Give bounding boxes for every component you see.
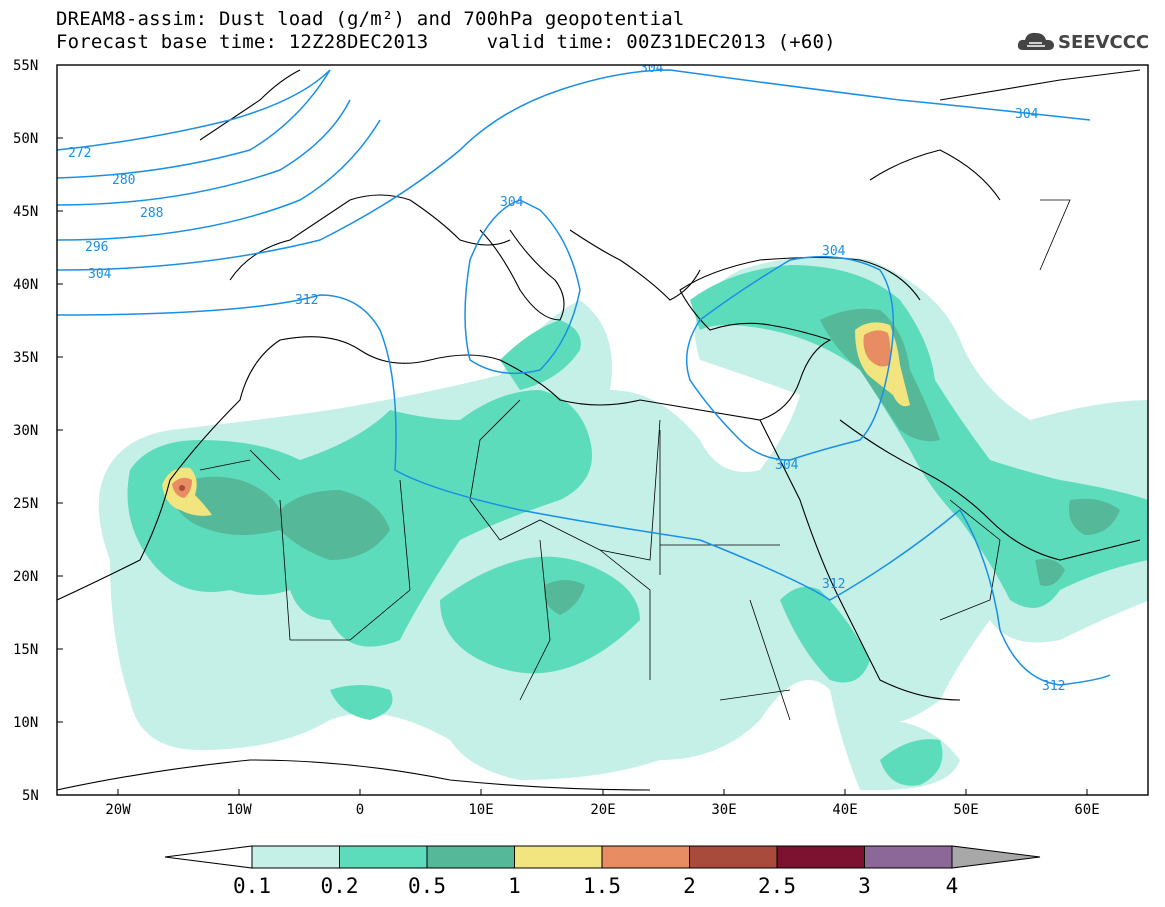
lat-label: 25N bbox=[13, 496, 38, 512]
contour-label-304: 304 bbox=[822, 244, 846, 259]
lat-label: 40N bbox=[13, 277, 38, 293]
colorbar-tick-label: 1.5 bbox=[583, 874, 621, 898]
colorbar-segment bbox=[426, 845, 515, 869]
coastlines bbox=[57, 69, 1141, 791]
lon-label: 50E bbox=[953, 802, 978, 818]
map-subtitle: Forecast base time: 12Z28DEC2013 valid t… bbox=[56, 31, 836, 53]
contour-label-312: 312 bbox=[295, 293, 318, 308]
lat-label: 30N bbox=[13, 423, 38, 439]
contour-label-312: 312 bbox=[822, 577, 845, 592]
contour-label-304: 304 bbox=[640, 61, 664, 76]
colorbar-segment bbox=[776, 845, 865, 869]
colorbar-segment bbox=[864, 845, 953, 869]
country-borders bbox=[199, 199, 1071, 721]
geopotential-contours bbox=[57, 69, 1111, 686]
colorbar-right-arrow bbox=[951, 845, 1041, 869]
colorbar-tick-label: 4 bbox=[946, 874, 959, 898]
colorbar-tick-label: 3 bbox=[858, 874, 871, 898]
contour-label-296: 296 bbox=[85, 240, 108, 255]
lat-label: 55N bbox=[13, 58, 38, 74]
lat-labels: 55N 50N 45N 40N 35N 30N 25N 20N 15N 10N … bbox=[13, 58, 39, 804]
lon-label: 20W bbox=[105, 802, 131, 818]
contour-label-312: 312 bbox=[1042, 679, 1065, 694]
colorbar-tick-label: 1 bbox=[508, 874, 521, 898]
lon-label: 0 bbox=[356, 802, 364, 818]
lat-label: 45N bbox=[13, 204, 38, 220]
logo-text: SEEVCCC bbox=[1058, 32, 1149, 53]
seevccc-logo: SEEVCCC bbox=[1017, 32, 1149, 53]
lat-label: 35N bbox=[13, 350, 38, 366]
contour-label-280: 280 bbox=[112, 173, 135, 188]
lat-label: 15N bbox=[13, 642, 38, 658]
lon-axis bbox=[117, 789, 1088, 795]
colorbar-tick-label: 0.5 bbox=[408, 874, 446, 898]
map-plot: 272 280 288 296 304 312 304 304 304 304 … bbox=[57, 61, 1148, 791]
colorbar-segment bbox=[514, 845, 603, 869]
cloud-icon bbox=[1017, 32, 1054, 50]
dust-layer-dark bbox=[170, 308, 1120, 615]
colorbar-tick-label: 2.5 bbox=[758, 874, 796, 898]
lon-label: 30E bbox=[711, 802, 736, 818]
colorbar-segment bbox=[601, 845, 690, 869]
lat-label: 50N bbox=[13, 131, 38, 147]
contour-label-272: 272 bbox=[68, 146, 91, 161]
lat-label: 10N bbox=[13, 715, 38, 731]
colorbar-labels: 0.1 0.2 0.5 1 1.5 2 2.5 3 4 bbox=[233, 874, 958, 898]
colorbar bbox=[164, 845, 1041, 869]
contour-label-304: 304 bbox=[775, 458, 799, 473]
lon-labels: 20W 10W 0 10E 20E 30E 40E 50E 60E bbox=[105, 802, 1099, 818]
dust-layer-high bbox=[162, 322, 910, 516]
lon-label: 60E bbox=[1074, 802, 1099, 818]
lon-label: 40E bbox=[832, 802, 857, 818]
lon-label: 10E bbox=[468, 802, 493, 818]
lat-axis bbox=[57, 64, 63, 796]
contour-label-304: 304 bbox=[500, 195, 524, 210]
contour-labels: 272 280 288 296 304 312 304 304 304 304 … bbox=[68, 61, 1065, 694]
colorbar-left-arrow bbox=[164, 845, 253, 869]
colorbar-tick-label: 0.2 bbox=[321, 874, 359, 898]
colorbar-segment bbox=[339, 845, 428, 869]
colorbar-tick-label: 2 bbox=[683, 874, 696, 898]
colorbar-segment bbox=[689, 845, 778, 869]
lon-label: 20E bbox=[590, 802, 615, 818]
lon-label: 10W bbox=[226, 802, 252, 818]
lat-label: 5N bbox=[22, 788, 39, 804]
colorbar-segment bbox=[251, 845, 340, 869]
map-title: DREAM8-assim: Dust load (g/m²) and 700hP… bbox=[56, 8, 685, 30]
contour-label-304: 304 bbox=[1015, 107, 1039, 122]
contour-label-288: 288 bbox=[140, 206, 163, 221]
colorbar-tick-label: 0.1 bbox=[233, 874, 271, 898]
contour-label-304: 304 bbox=[88, 267, 112, 282]
lat-label: 20N bbox=[13, 569, 38, 585]
